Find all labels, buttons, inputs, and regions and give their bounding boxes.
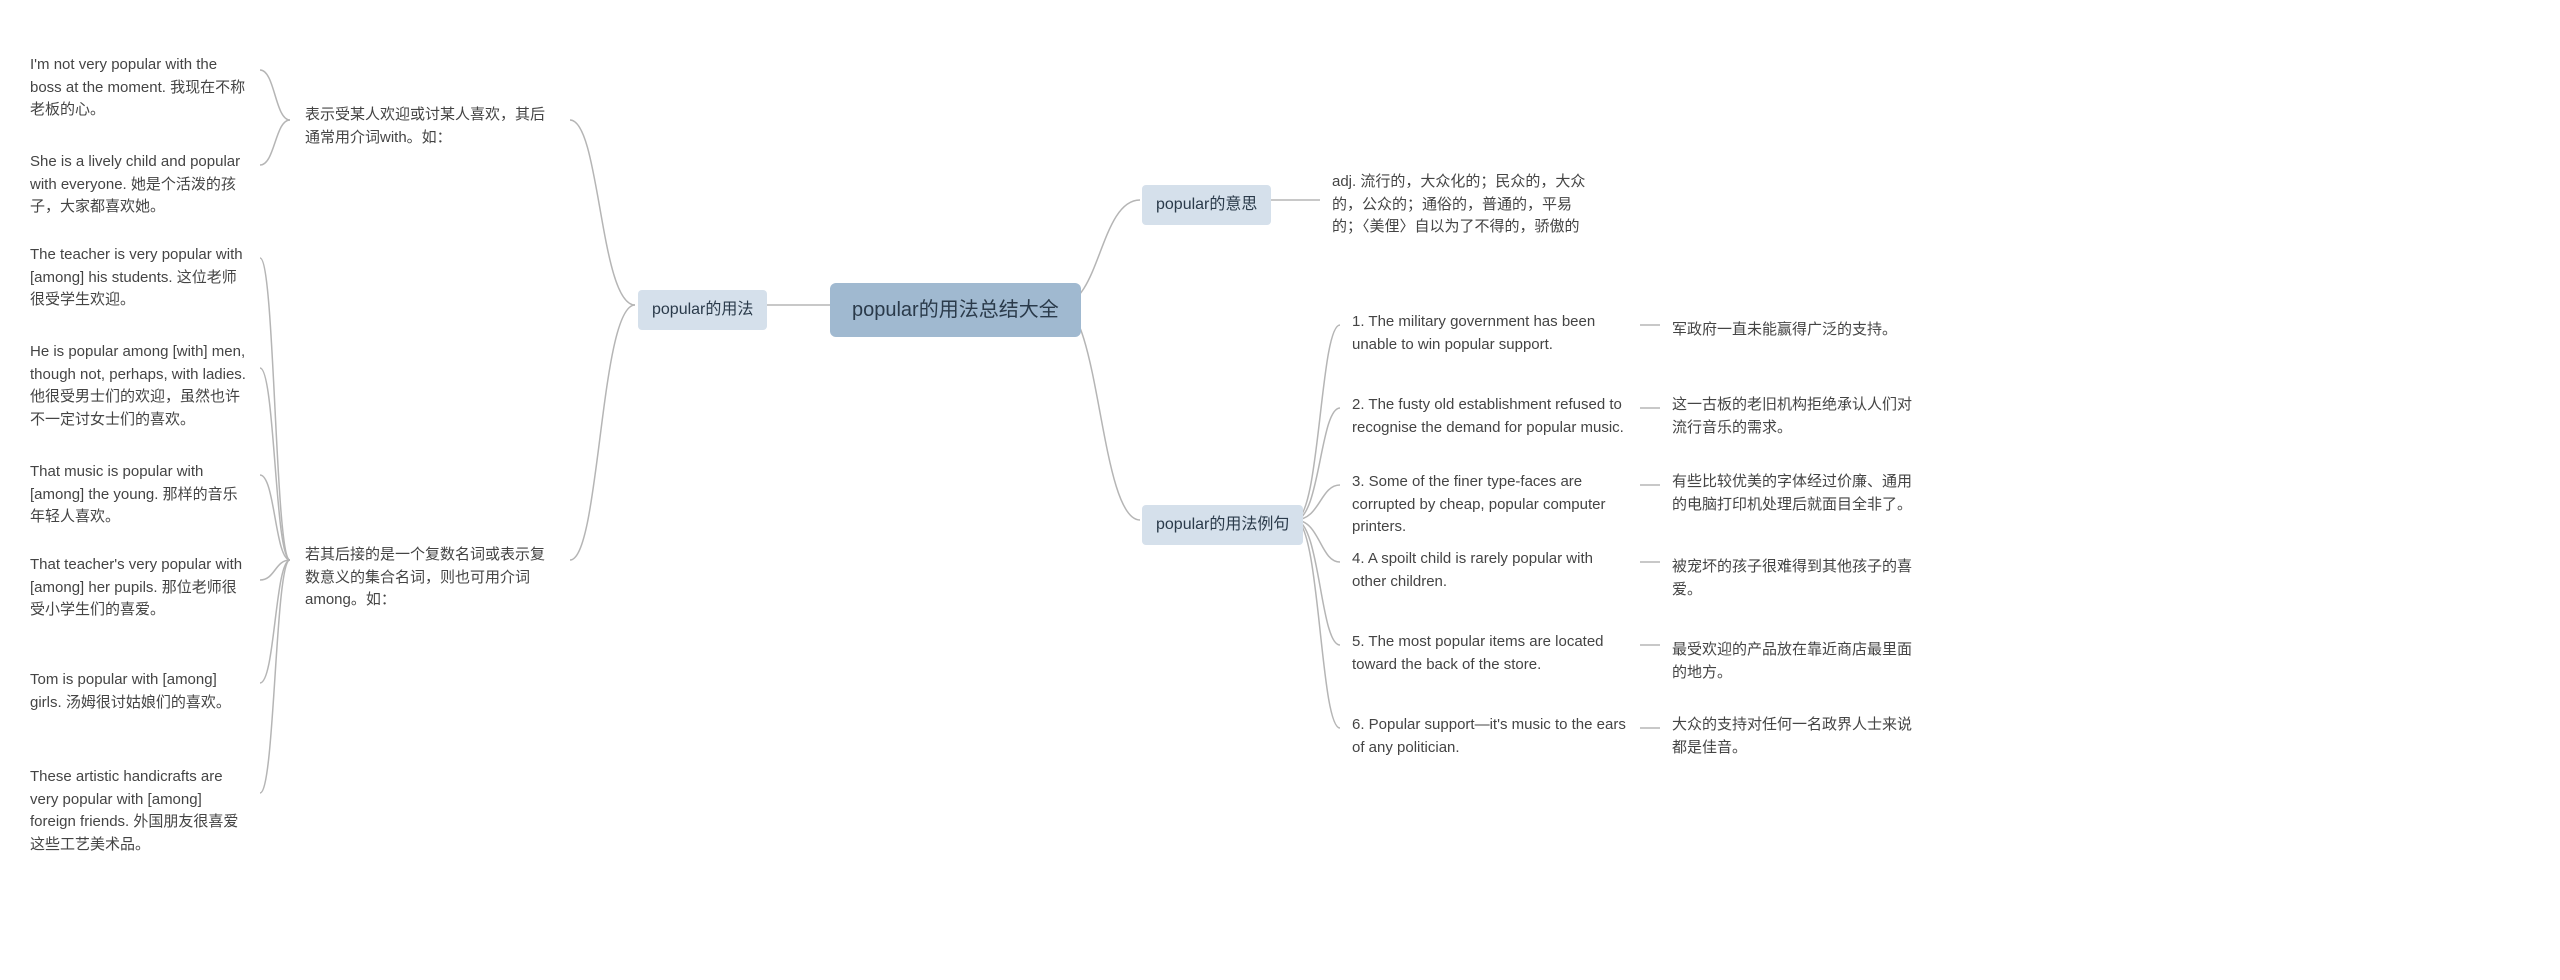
usage-branch[interactable]: popular的用法 bbox=[638, 290, 767, 330]
usage-group1-item-0: I'm not very popular with the boss at th… bbox=[20, 48, 260, 128]
example-1-zh: 这一古板的老旧机构拒绝承认人们对流行音乐的需求。 bbox=[1662, 388, 1922, 445]
meaning-content: adj. 流行的，大众化的；民众的，大众的，公众的；通俗的，普通的，平易的；〈美… bbox=[1322, 165, 1602, 245]
example-0-zh: 军政府一直未能赢得广泛的支持。 bbox=[1662, 313, 1922, 348]
example-4-zh: 最受欢迎的产品放在靠近商店最里面的地方。 bbox=[1662, 633, 1922, 690]
usage-group2-item-2: That music is popular with [among] the y… bbox=[20, 455, 260, 535]
root-node[interactable]: popular的用法总结大全 bbox=[830, 283, 1081, 337]
example-3-en: 4. A spoilt child is rarely popular with… bbox=[1342, 542, 1637, 599]
usage-group2-item-3: That teacher's very popular with [among]… bbox=[20, 548, 260, 628]
example-2-zh: 有些比较优美的字体经过价廉、通用的电脑打印机处理后就面目全非了。 bbox=[1662, 465, 1922, 522]
usage-group2-item-0: The teacher is very popular with [among]… bbox=[20, 238, 260, 318]
example-2-en: 3. Some of the finer type-faces are corr… bbox=[1342, 465, 1637, 545]
examples-branch[interactable]: popular的用法例句 bbox=[1142, 505, 1303, 545]
usage-group1-desc: 表示受某人欢迎或讨某人喜欢，其后通常用介词with。如： bbox=[295, 98, 565, 155]
example-0-en: 1. The military government has been unab… bbox=[1342, 305, 1637, 362]
example-5-zh: 大众的支持对任何一名政界人士来说都是佳音。 bbox=[1662, 708, 1922, 765]
meaning-branch[interactable]: popular的意思 bbox=[1142, 185, 1271, 225]
example-4-en: 5. The most popular items are located to… bbox=[1342, 625, 1637, 682]
usage-group1-item-1: She is a lively child and popular with e… bbox=[20, 145, 260, 225]
usage-group2-item-1: He is popular among [with] men, though n… bbox=[20, 335, 260, 437]
usage-group2-item-5: These artistic handicrafts are very popu… bbox=[20, 760, 260, 862]
example-5-en: 6. Popular support—it's music to the ear… bbox=[1342, 708, 1637, 765]
usage-group2-item-4: Tom is popular with [among] girls. 汤姆很讨姑… bbox=[20, 663, 260, 720]
example-1-en: 2. The fusty old establishment refused t… bbox=[1342, 388, 1637, 445]
example-3-zh: 被宠坏的孩子很难得到其他孩子的喜爱。 bbox=[1662, 550, 1922, 607]
usage-group2-desc: 若其后接的是一个复数名词或表示复数意义的集合名词，则也可用介词among。如： bbox=[295, 538, 565, 618]
